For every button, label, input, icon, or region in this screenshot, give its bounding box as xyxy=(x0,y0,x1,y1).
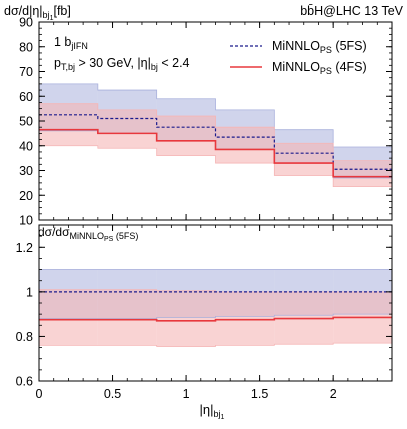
legend-label-4fs: MiNNLOPS (4FS) xyxy=(272,60,367,76)
y-tick-label: 30 xyxy=(19,164,33,178)
y-tick-label: 90 xyxy=(19,16,33,30)
x-tick-label: 0.5 xyxy=(104,387,121,401)
legend: MiNNLOPS (5FS) MiNNLOPS (4FS) xyxy=(230,39,367,76)
y-tick-label: 40 xyxy=(19,139,33,153)
band-edge xyxy=(39,103,392,161)
band-edge xyxy=(39,313,392,319)
y-tick-label: 1.2 xyxy=(16,241,33,255)
series-line-4fs xyxy=(39,128,392,178)
y-tick-label: 0.6 xyxy=(16,375,33,389)
uncertainty-band-4fs xyxy=(333,160,392,187)
top-ylabel: dσ/d|η|bj1[fb] xyxy=(4,4,71,22)
top-panel: 10 20 30 40 50 60 70 80 90 xyxy=(19,16,393,228)
series-line-5fs xyxy=(39,114,392,170)
y-tick-label: 10 xyxy=(19,214,33,228)
y-tick-label: 70 xyxy=(19,65,33,79)
y-tick-label: 1 xyxy=(26,285,33,299)
x-tick-label: 0 xyxy=(36,387,43,401)
process-label: bb̄H@LHC 13 TeV xyxy=(300,4,403,18)
y-tick-label: 60 xyxy=(19,90,33,104)
band-edge xyxy=(39,289,392,293)
y-tick-label: 0.8 xyxy=(16,330,33,344)
x-tick-label: 1 xyxy=(183,387,190,401)
ratio-panel: 0.6 0.8 1 1.2 0 0.5 1 1.5 2 xyxy=(16,224,393,401)
y-tick-label: 80 xyxy=(19,40,33,54)
x-tick-label: 2 xyxy=(330,387,337,401)
band-edge xyxy=(39,83,392,148)
series-line-4fs xyxy=(39,316,392,322)
uncertainty-band-4fs xyxy=(39,289,98,346)
x-axis-label: |η|bj1 xyxy=(200,402,225,421)
x-tick-label: 1.5 xyxy=(251,387,268,401)
uncertainty-band-4fs xyxy=(274,143,334,176)
ratio-ylabel: dσ/dσMiNNLOPS (5FS) xyxy=(38,225,138,243)
y-tick-label: 50 xyxy=(19,115,33,129)
cut-label-1: 1 bjIFN xyxy=(54,35,88,51)
uncertainty-band-4fs xyxy=(215,291,275,346)
y-tick-label: 20 xyxy=(19,189,33,203)
legend-label-5fs: MiNNLOPS (5FS) xyxy=(272,39,367,55)
cut-label-2: pT,bj > 30 GeV, |η|bj < 2.4 xyxy=(54,56,190,72)
uncertainty-band-4fs xyxy=(97,109,157,149)
uncertainty-band-4fs xyxy=(97,289,157,346)
uncertainty-band-4fs xyxy=(156,290,216,347)
band-edge xyxy=(39,342,392,347)
uncertainty-band-4fs xyxy=(39,103,98,146)
uncertainty-band-4fs xyxy=(156,116,216,156)
uncertainty-band-4fs xyxy=(215,127,275,164)
